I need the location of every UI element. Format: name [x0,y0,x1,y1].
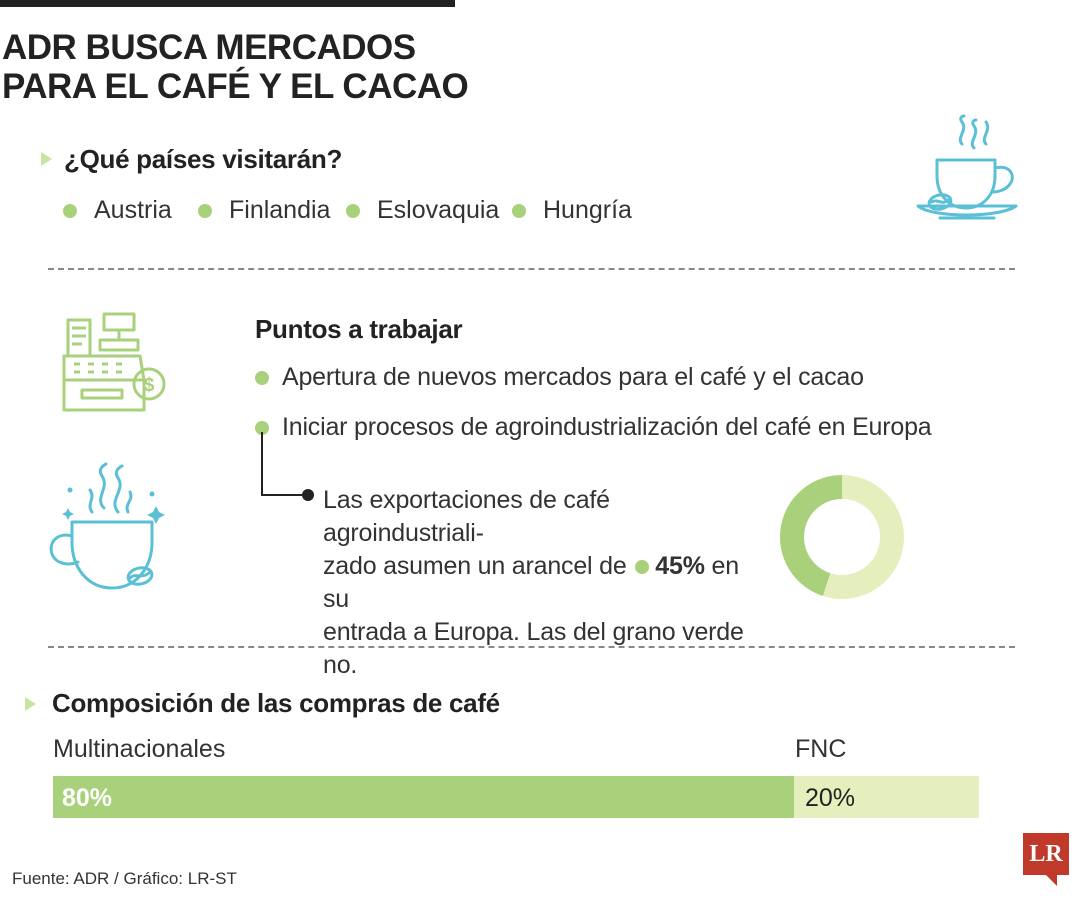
tariff-donut-chart [780,475,904,599]
country-item: Finlandia [198,196,330,225]
bullet-dot-icon [512,203,526,218]
page-title: ADR BUSCA MERCADOS PARA EL CAFÉ Y EL CAC… [2,28,469,106]
country-item: Eslovaquia [346,196,499,225]
note-line-2-start: zado asumen un arancel de [323,552,627,580]
bar-segment-fnc [794,776,979,818]
country-item: Hungría [512,196,632,225]
section-divider [48,646,1015,648]
source-credit: Fuente: ADR / Gráfico: LR-ST [12,869,237,888]
lr-logo-tail [1045,874,1057,886]
title-line-2: PARA EL CAFÉ Y EL CACAO [2,67,469,106]
note-line-2-end: en su [323,552,739,613]
country-name: Finlandia [229,196,331,224]
country-name: Eslovaquia [377,196,500,224]
point-text: Apertura de nuevos mercados para el café… [282,363,864,391]
bullet-dot-icon [255,420,269,435]
top-rule [0,0,455,7]
bullet-dot-icon [635,560,650,575]
segment-name-multinacionales: Multinacionales [53,735,226,763]
bullet-dot-icon [63,203,77,218]
bar-segment-multinacionales [53,776,794,818]
bullet-dot-icon [198,203,212,218]
lr-logo: LR [1023,833,1069,875]
section-divider [48,268,1015,270]
bar-label-fnc: 20% [805,784,856,812]
svg-text:$: $ [144,375,155,396]
point-item: Apertura de nuevos mercados para el café… [255,363,864,392]
countries-heading: ¿Qué países visitarán? [64,144,343,174]
country-name: Austria [94,196,172,224]
tariff-note: Las exportaciones de café agroindustrial… [323,484,763,682]
note-line-1: Las exportaciones de café agroindustrial… [323,486,610,547]
bar-label-multinacionales: 80% [62,784,113,812]
section-marker-icon [41,152,52,166]
point-item: Iniciar procesos de agroindustrializació… [255,413,932,442]
country-name: Hungría [543,196,632,224]
title-line-1: ADR BUSCA MERCADOS [2,28,416,67]
note-line-2: zado asumen un arancel de 45% en su [323,550,763,616]
coffee-cup-steam-icon [49,462,165,590]
cash-register-icon: $ [62,312,166,412]
tariff-percent: 45% [655,552,705,580]
note-line-3: entrada a Europa. Las del grano verde no… [323,618,744,679]
connector-line [261,432,314,501]
purchases-heading: Composición de las compras de café [52,688,500,718]
donut-value-segment [780,475,843,596]
bullet-dot-icon [255,370,269,385]
section-marker-icon [25,697,36,711]
segment-name-fnc: FNC [795,735,847,763]
country-item: Austria [63,196,172,225]
coffee-cup-saucer-icon [916,114,1018,220]
points-heading: Puntos a trabajar [255,314,463,344]
point-text: Iniciar procesos de agroindustrializació… [282,413,932,441]
bullet-dot-icon [346,203,360,218]
